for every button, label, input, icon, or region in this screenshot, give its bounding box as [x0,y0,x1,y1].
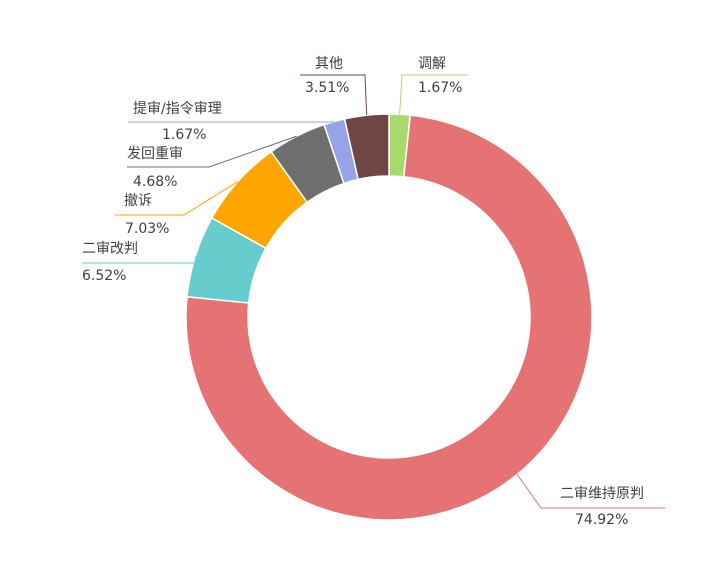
slices-layer [186,114,592,520]
leader-line-revised [82,256,200,263]
slice-label-upheld: 二审维持原判 [560,486,644,502]
slice-percent-withdrawn: 7.03% [125,221,169,237]
slice-label-revised: 二审改判 [82,241,138,257]
slice-label-remanded: 发回重审 [127,146,183,162]
slice-label-other: 其他 [315,56,343,72]
slice-percent-retrial-directed: 1.67% [162,127,206,143]
slice-percent-mediation: 1.67% [418,80,462,96]
slice-label-withdrawn: 撤诉 [124,193,152,209]
slice-percent-remanded: 4.68% [133,174,177,190]
slice-percent-other: 3.51% [305,80,349,96]
slice-label-mediation: 调解 [418,56,446,72]
slice-percent-upheld: 74.92% [575,512,628,528]
slice-label-retrial-directed: 提审/指令审理 [133,101,222,117]
slice-percent-revised: 6.52% [82,268,126,284]
